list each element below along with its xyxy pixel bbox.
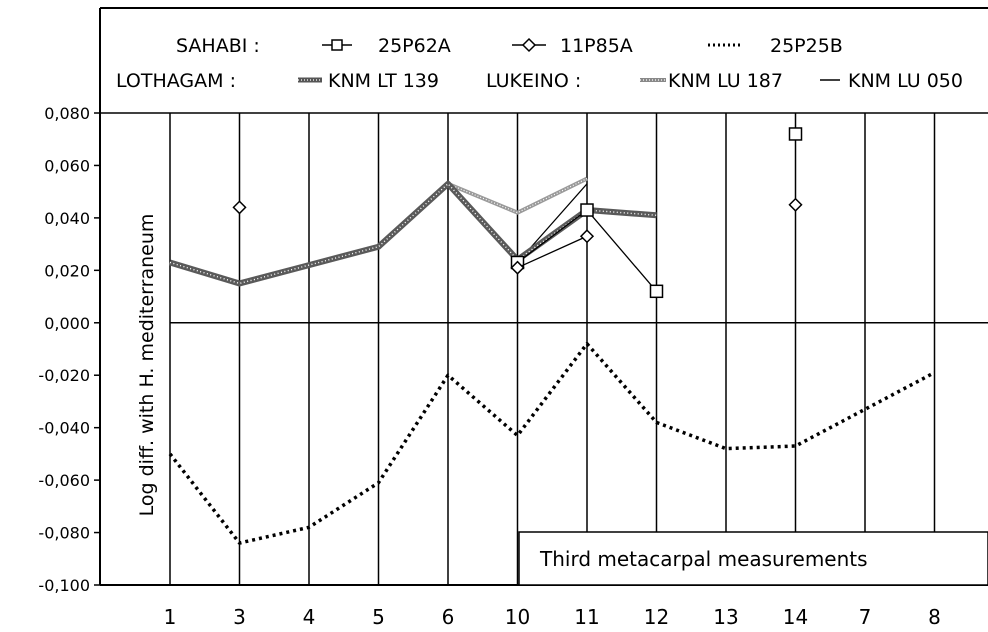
legend: SAHABI : 25P62A 11P85A 25P25B LOTHAGAM :… [116,35,963,92]
x-tick-label-11: 11 [574,605,599,629]
data-point [510,260,525,275]
legend-label-25P25B: 25P25B [770,35,843,57]
data-point [580,203,594,217]
legend-group-sahabi: SAHABI : [176,35,260,57]
y-tick-label: -0,080 [38,524,90,543]
y-tick-label: -0,040 [38,419,90,438]
data-point [788,127,803,141]
series-line [517,235,588,269]
legend-label-KNM-LU-187: KNM LU 187 [668,70,783,92]
data-point [232,200,247,215]
data-point [649,284,664,299]
x-tick-label-3: 3 [233,605,246,629]
y-tick-label: 0,000 [44,314,90,333]
x-tick-label-6: 6 [442,605,455,629]
legend-group-lukeino: LUKEINO : [486,70,581,92]
y-axis-title: Log diff. with H. mediterraneum [136,214,158,517]
plot-frame [99,7,988,586]
legend-group-lothagam: LOTHAGAM : [116,70,236,92]
x-tick-label-14: 14 [783,605,808,629]
y-tick-label: 0,080 [44,104,90,123]
series-11P85A [232,197,803,275]
x-tick-label-1: 1 [164,605,177,629]
series-line [168,342,936,545]
x-axis: 1 3 4 5 6 10 11 12 13 14 7 8 [164,605,941,629]
legend-marker-11P85A [512,37,546,53]
x-tick-label-7: 7 [859,605,872,629]
annotation-text: Third metacarpal measurements [539,547,868,571]
x-tick-label-5: 5 [372,605,385,629]
legend-label-11P85A: 11P85A [560,35,633,57]
y-tick-label: 0,020 [44,261,90,280]
vertical-gridlines [169,113,936,585]
y-tick-label: -0,060 [38,471,90,490]
data-point [788,197,803,212]
y-tick-label: -0,020 [38,366,90,385]
data-point [579,229,595,244]
legend-label-KNM-LU-050: KNM LU 050 [848,70,963,92]
y-tick-label: 0,040 [44,209,90,228]
y-axis: 0,080 0,060 0,040 0,020 0,000 -0,020 -0,040 -0,… [38,104,100,595]
legend-label-25P62A: 25P62A [378,35,451,57]
y-tick-label: 0,060 [44,156,90,175]
legend-marker-25P62A [322,39,352,51]
series-layer [168,127,936,545]
x-tick-label-4: 4 [303,605,316,629]
x-tick-label-13: 13 [713,605,738,629]
series-line [169,183,657,285]
x-tick-label-10: 10 [505,605,530,629]
x-tick-label-8: 8 [928,605,941,629]
series-25P25B [168,342,936,545]
y-tick-label: -0,100 [38,576,90,595]
x-tick-label-12: 12 [644,605,669,629]
annotation-box [518,531,988,586]
legend-label-KNM-LT-139: KNM LT 139 [328,70,439,92]
